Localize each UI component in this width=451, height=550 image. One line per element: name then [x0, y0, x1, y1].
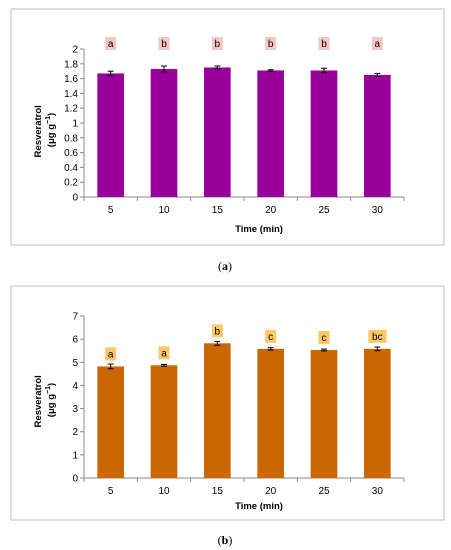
chart-a-y-axis-title-sup: −1	[45, 116, 52, 124]
y-tick-label: 1	[72, 450, 78, 461]
bar	[364, 348, 391, 478]
significance-letter: b	[321, 39, 327, 50]
x-tick-label: 10	[158, 486, 170, 497]
significance-letter: c	[322, 333, 327, 344]
chart-b-y-axis-title-sup: −1	[45, 386, 52, 394]
caption-a-open: (	[218, 259, 222, 273]
y-tick-label: 0.4	[64, 163, 78, 174]
bar	[204, 67, 231, 197]
significance-letter: a	[375, 39, 381, 50]
bar	[97, 73, 124, 197]
significance-letter-bg	[318, 37, 330, 50]
x-tick-label: 25	[318, 205, 330, 216]
x-tick-label: 20	[265, 486, 277, 497]
chart-a-y-axis-title-line2: (μg g	[46, 124, 57, 147]
chart-b-y-ticks: 0 1 2 3 4 5 6 7	[72, 312, 84, 485]
chart-b-y-axis-title-line2: (μg g	[46, 394, 57, 417]
x-tick-label: 15	[212, 486, 224, 497]
y-tick-label: 0.6	[64, 148, 78, 159]
chart-b-y-axis-title-end: )	[46, 383, 57, 386]
y-tick-label: 0.8	[64, 133, 78, 144]
caption-a-letter: a	[222, 259, 228, 273]
y-tick-label: 0	[72, 474, 78, 485]
x-tick-label: 20	[265, 205, 277, 216]
x-tick-label: 30	[372, 205, 384, 216]
significance-letter: bc	[372, 332, 383, 343]
bar	[204, 343, 231, 478]
x-tick-label: 5	[108, 486, 114, 497]
chart-a-bars	[97, 65, 391, 197]
significance-letter-bg	[105, 37, 117, 50]
caption-b: (b)	[218, 533, 233, 547]
caption-a: (a)	[218, 259, 232, 273]
y-tick-label: 5	[72, 358, 78, 369]
significance-letter-bg	[158, 37, 170, 50]
bar	[364, 74, 391, 197]
bar	[310, 350, 338, 478]
caption-b-letter: b	[222, 533, 229, 547]
y-tick-label: 1.6	[64, 74, 78, 85]
significance-letter: a	[108, 349, 114, 360]
y-tick-label: 7	[72, 312, 78, 323]
chart-a-y-axis-title-line1: Resveratrol	[33, 105, 44, 157]
significance-letter-bg	[105, 347, 117, 361]
significance-letter-bg	[265, 329, 277, 343]
chart-b-x-axis-title: Time (min)	[235, 501, 283, 512]
significance-letter-bg	[211, 37, 223, 50]
y-tick-label: 1	[72, 119, 78, 130]
significance-letter-bg	[265, 37, 277, 50]
significance-letter: b	[215, 39, 221, 50]
significance-letter: b	[215, 326, 221, 337]
significance-letter: a	[108, 39, 114, 50]
x-tick-label: 25	[318, 486, 330, 497]
chart-a-y-axis-title-end: )	[46, 113, 57, 116]
chart-b-bars	[97, 340, 391, 478]
caption-a-close: )	[228, 259, 232, 273]
y-tick-label: 0	[72, 193, 78, 204]
chart-a-x-axis-title: Time (min)	[235, 224, 283, 235]
significance-letter-bg	[371, 37, 383, 50]
significance-letter: b	[161, 39, 167, 50]
significance-letter: b	[268, 39, 274, 50]
chart-a-x-ticks: 5 10 15 20 25 30	[83, 197, 405, 216]
y-tick-label: 4	[72, 381, 78, 392]
significance-letter: a	[161, 348, 167, 359]
significance-letter-bg	[158, 346, 170, 360]
significance-letter-bg	[318, 331, 330, 345]
bar	[150, 365, 178, 478]
y-tick-label: 2	[72, 45, 78, 56]
chart-b-letters: a abc c bc	[105, 324, 387, 361]
chart-panel-a: 00.20.40.60.811.21.41.61.82 5 10 15 20 25 30 …	[10, 8, 445, 246]
y-tick-label: 0.2	[64, 178, 78, 189]
chart-b-y-axis-title-line1: Resveratrol	[33, 375, 44, 427]
chart-b-x-ticks: 5 10 15 20 25 30	[83, 478, 405, 497]
y-tick-label: 6	[72, 335, 78, 346]
y-tick-label: 1.8	[64, 59, 78, 70]
bar	[97, 366, 124, 478]
caption-b-close: )	[228, 533, 232, 547]
y-tick-label: 1.4	[64, 89, 78, 100]
chart-a-y-ticks: 0 0.2 0.4 0.6 0.8 1 1.2 1.4 1.6 1.8 2	[64, 45, 84, 204]
bar	[310, 70, 338, 197]
chart-a-y-axis-title: Resveratrol (μg g−1)	[33, 103, 57, 158]
y-tick-label: 1.2	[64, 104, 78, 115]
x-tick-label: 5	[108, 205, 114, 216]
chart-b-y-axis-title: Resveratrol (μg g−1)	[33, 373, 57, 428]
y-tick-label: 2	[72, 427, 78, 438]
x-tick-label: 15	[212, 205, 224, 216]
x-tick-label: 30	[372, 486, 384, 497]
significance-letter-bg	[368, 329, 387, 343]
bar	[257, 348, 284, 478]
bar	[150, 68, 178, 197]
y-tick-label: 3	[72, 404, 78, 415]
significance-letter-bg	[211, 324, 223, 338]
significance-letter: c	[268, 332, 273, 343]
x-tick-label: 10	[158, 205, 170, 216]
caption-b-open: (	[218, 533, 222, 547]
bar	[257, 70, 284, 197]
